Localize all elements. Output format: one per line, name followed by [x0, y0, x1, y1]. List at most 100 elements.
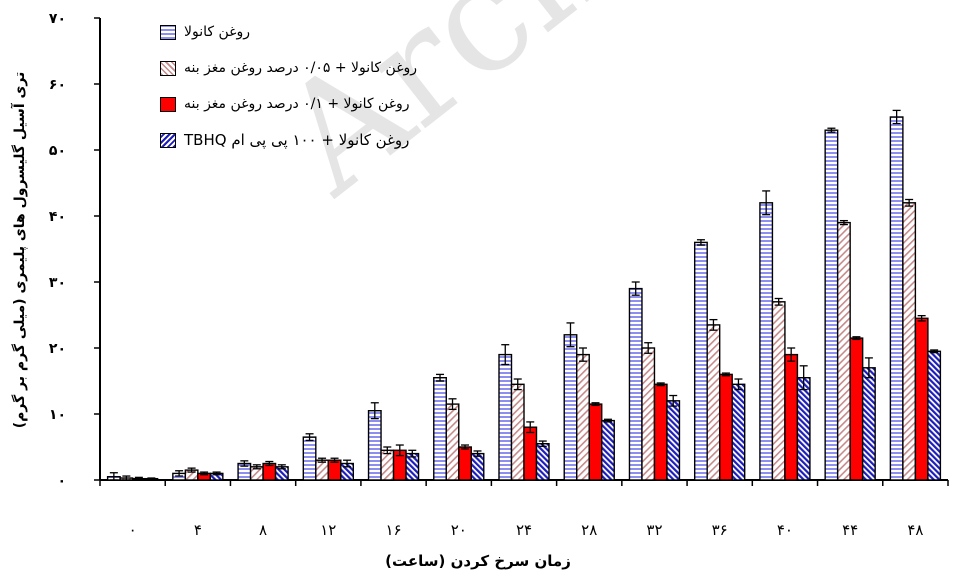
legend: روغن کانولا روغن کانولا + ۰/۰۵ درصد روغن…: [160, 14, 500, 158]
y-tick-label: ۵۰: [49, 143, 66, 159]
bar: [914, 317, 929, 481]
x-tick-label: ۲۴: [516, 521, 532, 539]
legend-swatch-icon: [160, 24, 176, 40]
error-bar: [175, 470, 184, 477]
legend-swatch-icon: [160, 60, 176, 76]
bar: [759, 202, 774, 481]
error-bar: [305, 433, 314, 442]
bar: [693, 241, 708, 481]
bar: [653, 383, 668, 481]
bar: [836, 221, 851, 481]
bar: [849, 337, 864, 481]
error-bar: [134, 476, 143, 481]
bar: [445, 403, 460, 481]
error-bar: [513, 378, 522, 391]
error-bar: [734, 378, 743, 391]
error-bar: [696, 239, 705, 246]
y-tick-label: ۰: [57, 473, 66, 489]
y-tick-label: ۷۰: [49, 11, 66, 27]
error-bar: [436, 373, 445, 382]
error-bar: [864, 357, 873, 379]
x-tick-label: ۱۲: [320, 521, 336, 539]
y-tick-label: ۳۰: [49, 275, 66, 291]
error-bar: [526, 421, 535, 434]
x-tick-label: ۲۸: [581, 521, 597, 539]
bar: [535, 443, 550, 481]
bar: [367, 410, 382, 481]
error-bar: [578, 347, 587, 362]
bar: [927, 350, 942, 481]
bar: [889, 116, 904, 481]
bar: [628, 287, 643, 481]
bar: [902, 202, 917, 481]
x-tick-label: ۱۶: [385, 521, 401, 539]
error-bar: [917, 315, 926, 322]
bar: [510, 383, 525, 481]
bar: [523, 426, 538, 481]
x-axis-label: زمان سرخ کردن (ساعت): [385, 552, 571, 570]
y-tick-label: ۱۰: [49, 407, 66, 423]
x-tick-label: ۴۰: [777, 521, 793, 539]
legend-swatch-icon: [160, 132, 176, 148]
error-bar: [721, 372, 730, 377]
error-bar: [395, 444, 404, 457]
bar: [563, 334, 578, 481]
bar: [380, 449, 395, 481]
error-bar: [566, 322, 575, 348]
error-bar: [839, 219, 848, 226]
legend-item: روغن کانولا + ۰/۱ درصد روغن مغز بنه: [160, 86, 500, 122]
bar: [641, 347, 656, 481]
bar: [327, 459, 342, 481]
error-bar: [330, 457, 339, 463]
x-tick-label: ۴۴: [842, 521, 858, 539]
bar: [405, 452, 420, 481]
bar: [576, 353, 590, 481]
error-bar: [591, 402, 600, 407]
error-bar: [122, 475, 131, 481]
error-bar: [852, 336, 861, 341]
error-bar: [147, 477, 156, 480]
legend-item: روغن کانولا + ۰/۰۵ درصد روغن مغز بنه: [160, 50, 500, 86]
x-tick-label: ۳۲: [646, 521, 662, 539]
legend-label: روغن کانولا + ۰/۱ درصد روغن مغز بنه: [184, 96, 410, 112]
error-bar: [669, 394, 678, 407]
error-bar: [370, 402, 379, 420]
y-axis-label: تری آسیل گلیسرول های پلیمری (میلی گرم بر…: [12, 71, 28, 429]
error-bar: [240, 460, 249, 467]
error-bar: [501, 344, 510, 366]
error-bar: [603, 418, 612, 423]
bar: [601, 419, 615, 481]
legend-label: روغن کانولا + ۰/۰۵ درصد روغن مغز بنه: [184, 60, 418, 76]
error-bar: [774, 297, 783, 306]
bar: [666, 400, 681, 481]
x-tick-label: ۳۶: [712, 521, 728, 539]
bar: [588, 403, 603, 481]
error-bar: [799, 365, 808, 391]
legend-swatch-icon: [160, 96, 176, 112]
bar: [731, 383, 746, 481]
error-bar: [408, 449, 417, 458]
error-bar: [787, 347, 796, 362]
error-bar: [762, 190, 771, 216]
bars: [106, 116, 942, 481]
bar: [796, 377, 811, 481]
bar: [470, 452, 485, 481]
error-bar: [473, 450, 482, 457]
legend-label: روغن کانولا + ۱۰۰ پی پی ام TBHQ: [184, 131, 410, 149]
error-bar: [200, 471, 209, 476]
x-tick-label: ۰: [129, 521, 137, 539]
legend-item: روغن کانولا + ۱۰۰ پی پی ام TBHQ: [160, 122, 500, 158]
bar: [302, 436, 317, 481]
y-tick-label: ۲۰: [49, 341, 66, 357]
y-tick-label: ۶۰: [49, 77, 66, 93]
x-tick-label: ۲۰: [451, 521, 467, 539]
legend-label: روغن کانولا: [184, 24, 250, 40]
bar: [784, 353, 799, 481]
bar: [315, 459, 330, 481]
x-tick-label: ۴: [194, 521, 202, 539]
error-bar: [709, 318, 718, 331]
error-bar: [892, 109, 901, 125]
x-tick-label: ۴۸: [907, 521, 923, 539]
error-bar: [212, 471, 221, 476]
